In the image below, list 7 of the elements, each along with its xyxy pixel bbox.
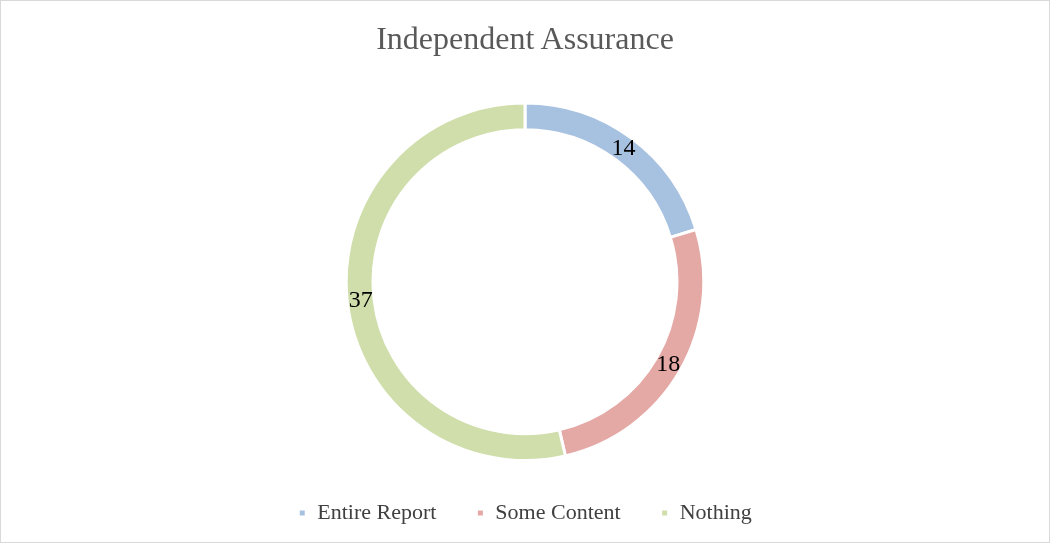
legend-label: Nothing <box>679 498 752 524</box>
chart-title: Independent Assurance <box>376 19 674 56</box>
legend-label: Entire Report <box>317 498 437 524</box>
data-label: 18 <box>656 349 681 376</box>
data-label: 14 <box>611 134 636 161</box>
legend-label: Some Content <box>495 498 621 524</box>
data-label: 37 <box>348 285 373 312</box>
